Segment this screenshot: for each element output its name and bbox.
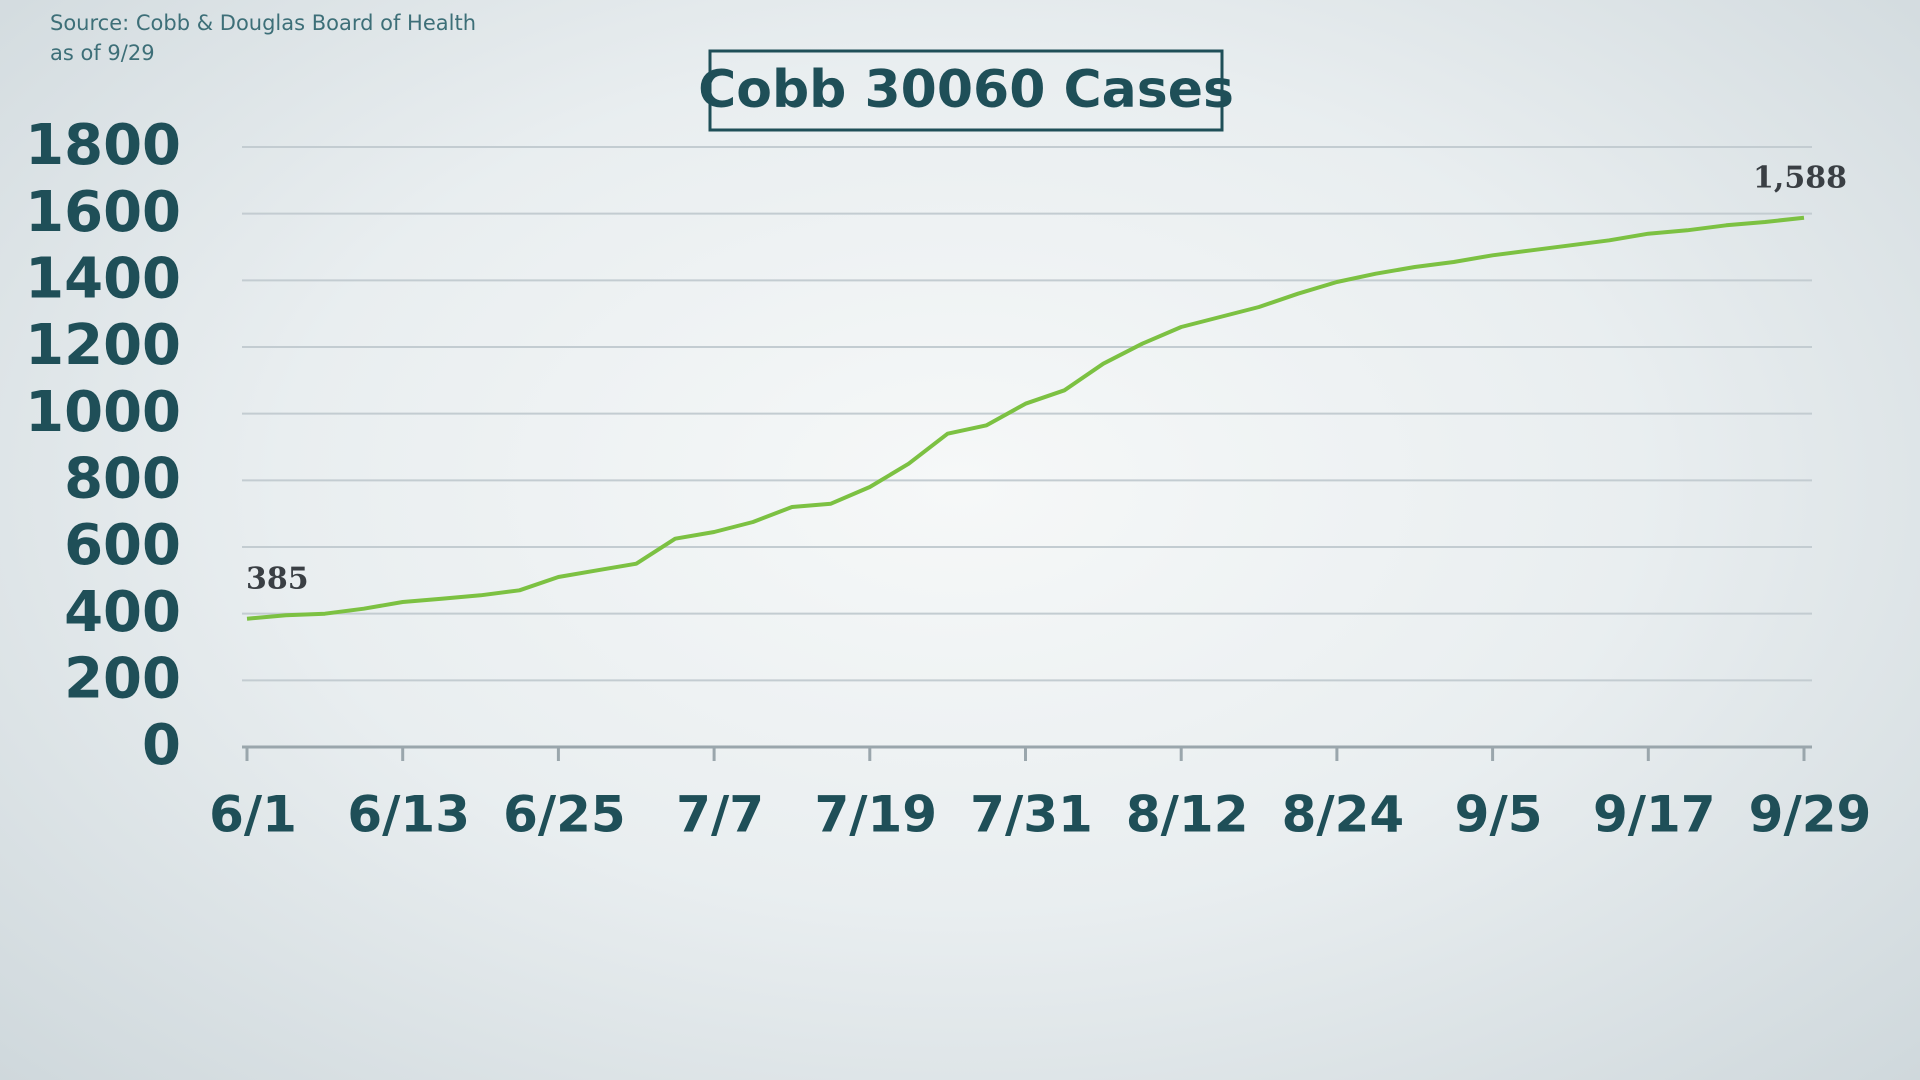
x-tick-label: 7/31 (970, 786, 1093, 844)
x-tick-label: 6/13 (347, 786, 470, 844)
x-tick-label: 9/5 (1455, 786, 1543, 844)
x-tick-label: 7/19 (814, 786, 937, 844)
x-tick-label: 9/29 (1749, 786, 1872, 844)
x-tick-label: 6/1 (209, 786, 297, 844)
y-tick-label: 600 (64, 513, 181, 578)
y-tick-label: 400 (64, 580, 181, 645)
date-note: as of 9/29 (50, 41, 155, 65)
y-tick-label: 1200 (25, 313, 181, 378)
y-tick-label: 1000 (25, 380, 181, 445)
y-tick-label: 200 (64, 646, 181, 711)
source-note: Source: Cobb & Douglas Board of Health (50, 11, 476, 35)
y-tick-label: 800 (64, 446, 181, 511)
y-tick-label: 0 (142, 713, 181, 778)
x-tick-label: 7/7 (676, 786, 764, 844)
x-tick-label: 8/24 (1282, 786, 1405, 844)
y-tick-label: 1600 (25, 180, 181, 245)
x-tick-label: 9/17 (1593, 786, 1716, 844)
data-line (246, 215, 1805, 621)
y-tick-label: 1800 (25, 113, 181, 178)
title-box (708, 49, 1224, 132)
chart-title: Cobb 30060 Cases (698, 60, 1234, 120)
y-tick-label: 1400 (25, 246, 181, 311)
value-label: 385 (246, 562, 309, 597)
x-tick-label: 8/12 (1126, 786, 1249, 844)
value-label: 1,588 (1753, 161, 1847, 196)
x-tick-label: 6/25 (503, 786, 626, 844)
